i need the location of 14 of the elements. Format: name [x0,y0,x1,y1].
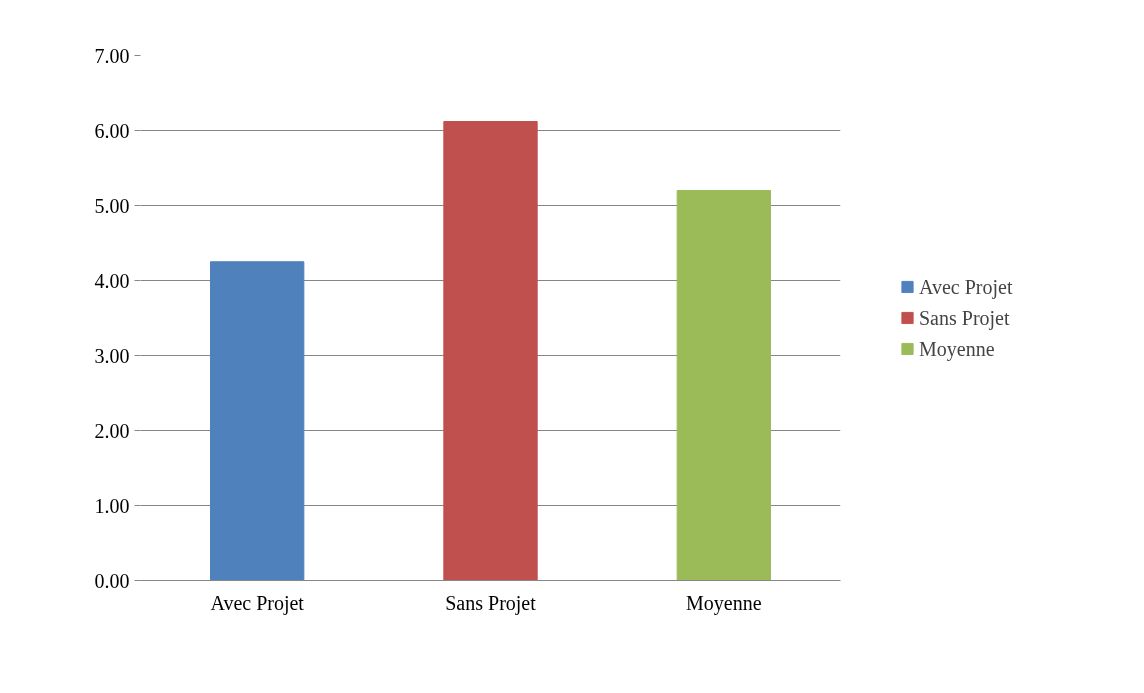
y-tick-label: 4.00 [94,269,130,292]
y-tick-label: 1.00 [94,494,130,517]
y-tick-label: 7.00 [94,44,130,67]
y-tick-label: 0.00 [94,569,130,592]
y-tick-label: 3.00 [94,344,130,367]
x-tick-label: Moyenne [686,591,762,615]
y-tick-label: 5.00 [94,194,130,217]
x-tick-label: Sans Projet [445,591,537,615]
y-tick-label: 2.00 [94,419,130,442]
legend-label: Sans Projet [919,306,1010,329]
y-tick-label: 6.00 [94,119,130,142]
legend-label: Moyenne [919,337,995,360]
x-tick-label: Avec Projet [210,591,305,615]
legend-label: Avec Projet [919,275,1013,298]
